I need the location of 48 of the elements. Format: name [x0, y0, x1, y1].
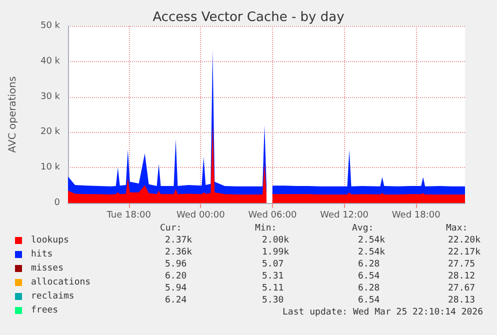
text: 27.75 — [448, 260, 476, 270]
text: 2.00k — [262, 236, 290, 246]
text: 22.17k — [448, 248, 482, 258]
x-tick-label: Tue 18:00 — [106, 210, 152, 220]
legend-label: frees — [31, 306, 58, 316]
y-tick-label: 20 k — [40, 127, 61, 138]
chart-title: Access Vector Cache - by day — [152, 10, 345, 25]
x-tick-label: Wed 06:00 — [248, 210, 297, 220]
text: 6.54 — [358, 296, 380, 306]
text: 5.96 — [165, 260, 187, 270]
text: 2.37k — [165, 236, 193, 246]
text: 28.13 — [448, 296, 476, 306]
text: 6.20 — [165, 272, 187, 282]
y-tick-label: 40 k — [40, 56, 61, 66]
text: 5.07 — [262, 260, 284, 270]
legend-label: allocations — [31, 278, 91, 288]
y-tick-label: 10 k — [40, 162, 61, 173]
text: 5.11 — [262, 284, 284, 294]
legend-label: hits — [31, 250, 53, 260]
x-tick-label: Wed 12:00 — [320, 210, 369, 220]
text: Last update: Wed Mar 25 22:10:14 2026 — [282, 308, 483, 318]
text: 6.28 — [358, 284, 380, 294]
text: 5.30 — [262, 296, 284, 306]
legend-label: lookups — [31, 236, 69, 246]
text: 6.54 — [358, 272, 380, 282]
y-tick-label: 30 k — [40, 92, 61, 102]
text: 6.28 — [358, 260, 380, 270]
text: 6.24 — [165, 296, 187, 306]
text: Avg: — [352, 224, 374, 234]
text: Max: — [446, 224, 468, 234]
text: Cur: — [160, 224, 182, 234]
legend-label: misses — [31, 264, 64, 274]
y-axis-title: AVC operations — [8, 76, 18, 153]
y-tick-label: 50 k — [40, 21, 61, 31]
x-tick-label: Wed 00:00 — [176, 210, 226, 220]
text: 1.99k — [262, 248, 290, 258]
text: 2.54k — [358, 236, 386, 246]
text: 2.54k — [358, 248, 386, 258]
text: Min: — [255, 224, 277, 234]
text: 27.67 — [448, 284, 476, 294]
text: 5.94 — [165, 284, 187, 294]
x-tick-label: Wed 18:00 — [392, 210, 441, 220]
y-tick-label: 0 — [54, 198, 60, 208]
text: 5.31 — [262, 272, 284, 282]
text: 22.20k — [448, 236, 482, 246]
text: 2.36k — [165, 248, 193, 258]
legend-label: reclaims — [31, 292, 74, 302]
text: 28.12 — [448, 272, 476, 282]
